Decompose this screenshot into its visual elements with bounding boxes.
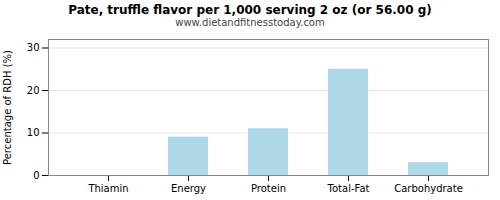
svg-text:Percentage of RDH (%): Percentage of RDH (%) [2, 50, 13, 165]
svg-text:0: 0 [33, 170, 39, 181]
svg-text:Carbohydrate: Carbohydrate [394, 183, 463, 194]
svg-text:Protein: Protein [251, 183, 286, 194]
svg-text:10: 10 [27, 127, 40, 138]
svg-text:20: 20 [27, 85, 40, 96]
svg-text:30: 30 [27, 42, 40, 53]
html-text:Pate, truffle flavor per 1,000: Pate, truffle flavor per 1,000 serving 2… [68, 3, 432, 17]
html-text:www.dietandfitnesstoday.com: www.dietandfitnesstoday.com [175, 17, 325, 28]
svg-text:Thiamin: Thiamin [87, 183, 128, 194]
svg-text:Energy: Energy [171, 183, 206, 194]
svg-text:Total-Fat: Total-Fat [327, 183, 370, 194]
